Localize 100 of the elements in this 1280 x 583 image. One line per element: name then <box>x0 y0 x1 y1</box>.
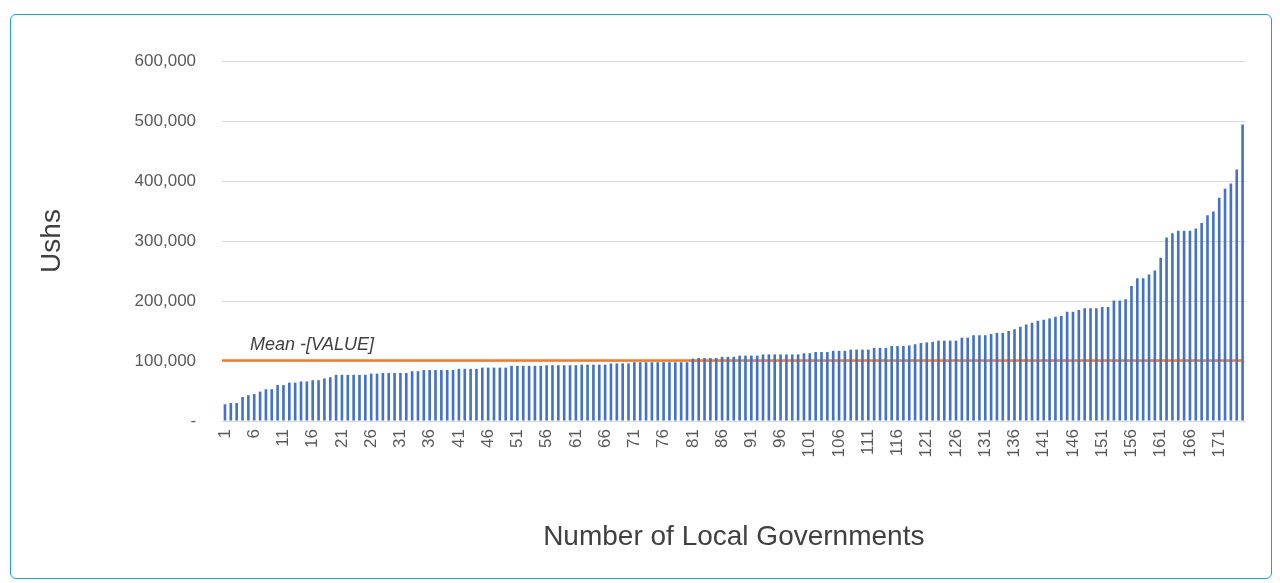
bar <box>773 354 777 421</box>
y-tick-label: 400,000 <box>134 170 197 190</box>
bar <box>282 385 285 421</box>
bar <box>673 362 677 421</box>
bar <box>709 358 712 421</box>
x-tick-label: 161 <box>1150 429 1170 458</box>
bar <box>627 363 630 421</box>
bar <box>621 363 624 421</box>
bar <box>364 374 367 421</box>
bar <box>1048 318 1051 421</box>
bar <box>247 395 250 421</box>
bar <box>750 355 753 421</box>
bar <box>592 364 595 421</box>
bar <box>714 358 718 421</box>
bar <box>779 354 782 421</box>
bar <box>1212 211 1215 421</box>
bar <box>597 364 601 421</box>
x-tick-label: 76 <box>653 429 673 448</box>
bar <box>1241 124 1244 421</box>
bar <box>983 335 987 421</box>
bar <box>890 346 893 421</box>
bar <box>510 365 513 421</box>
bar <box>1019 326 1022 421</box>
x-tick-label: 11 <box>273 429 293 447</box>
bar <box>966 337 970 421</box>
bar <box>469 368 472 421</box>
bar <box>1206 215 1209 421</box>
bar <box>1013 329 1016 421</box>
bar <box>861 349 864 421</box>
y-tick-label: 200,000 <box>134 290 197 310</box>
x-tick-label: 151 <box>1091 429 1111 458</box>
x-tick-label: 126 <box>945 429 965 458</box>
bar <box>580 364 584 421</box>
y-tick-label: - <box>190 410 197 430</box>
bar <box>1059 316 1063 421</box>
bar <box>1217 197 1221 421</box>
x-tick-label: 16 <box>302 429 322 448</box>
bar <box>586 364 589 421</box>
bar <box>1054 316 1057 421</box>
bar <box>814 352 817 421</box>
x-tick-label: 61 <box>565 429 585 448</box>
bar <box>311 380 315 421</box>
x-tick-label: 91 <box>741 429 761 448</box>
x-tick-label: 141 <box>1033 429 1053 458</box>
bar <box>820 352 823 421</box>
bar <box>808 353 812 421</box>
x-tick-label: 156 <box>1121 429 1141 458</box>
bar <box>445 370 449 421</box>
bar <box>866 349 870 421</box>
bar <box>516 365 519 421</box>
ref-line-label: Mean -[VALUE] <box>250 334 376 355</box>
x-tick-label: 46 <box>477 429 497 448</box>
bar <box>1171 233 1174 421</box>
bar <box>931 341 934 421</box>
x-tick-label: 136 <box>1004 429 1024 458</box>
bar <box>925 342 929 421</box>
x-tick-label: 146 <box>1062 429 1082 458</box>
bar <box>328 377 332 421</box>
bar <box>1118 300 1122 421</box>
bar <box>521 365 525 421</box>
bar <box>697 358 701 421</box>
bar <box>539 365 543 421</box>
bar <box>943 340 946 421</box>
bar <box>463 368 467 421</box>
x-tick-label: 171 <box>1208 429 1228 458</box>
bar <box>1083 308 1086 421</box>
x-tick-label: 121 <box>916 429 936 458</box>
bar <box>615 363 619 421</box>
x-tick-label: 106 <box>828 429 848 458</box>
x-tick-label: 1 <box>214 429 234 439</box>
bar <box>557 365 560 421</box>
x-tick-label: 6 <box>243 429 263 439</box>
bar <box>287 382 291 421</box>
x-tick-label: 26 <box>360 429 380 448</box>
bar <box>1235 169 1239 421</box>
bar <box>978 335 981 421</box>
bar <box>896 346 899 421</box>
bar <box>440 370 443 421</box>
bar <box>849 349 853 421</box>
bar <box>937 340 940 421</box>
x-tick-label: 96 <box>770 429 790 448</box>
x-tick-label: 31 <box>390 429 410 448</box>
y-axis-title: Ushs <box>34 209 66 273</box>
x-tick-label: 81 <box>682 429 702 448</box>
x-tick-label: 21 <box>331 429 351 448</box>
bar <box>399 373 402 421</box>
bar <box>1001 332 1005 421</box>
bar <box>241 397 244 421</box>
y-tick-label: 300,000 <box>134 230 197 250</box>
bar <box>434 370 437 421</box>
x-tick-label: 101 <box>799 429 819 458</box>
bar <box>393 373 396 421</box>
bar <box>831 350 835 421</box>
bar <box>738 355 741 421</box>
bar <box>633 362 636 421</box>
bar <box>1136 278 1139 421</box>
bar <box>790 354 794 421</box>
bar <box>276 385 279 421</box>
bar <box>551 365 554 421</box>
bar <box>826 352 829 421</box>
